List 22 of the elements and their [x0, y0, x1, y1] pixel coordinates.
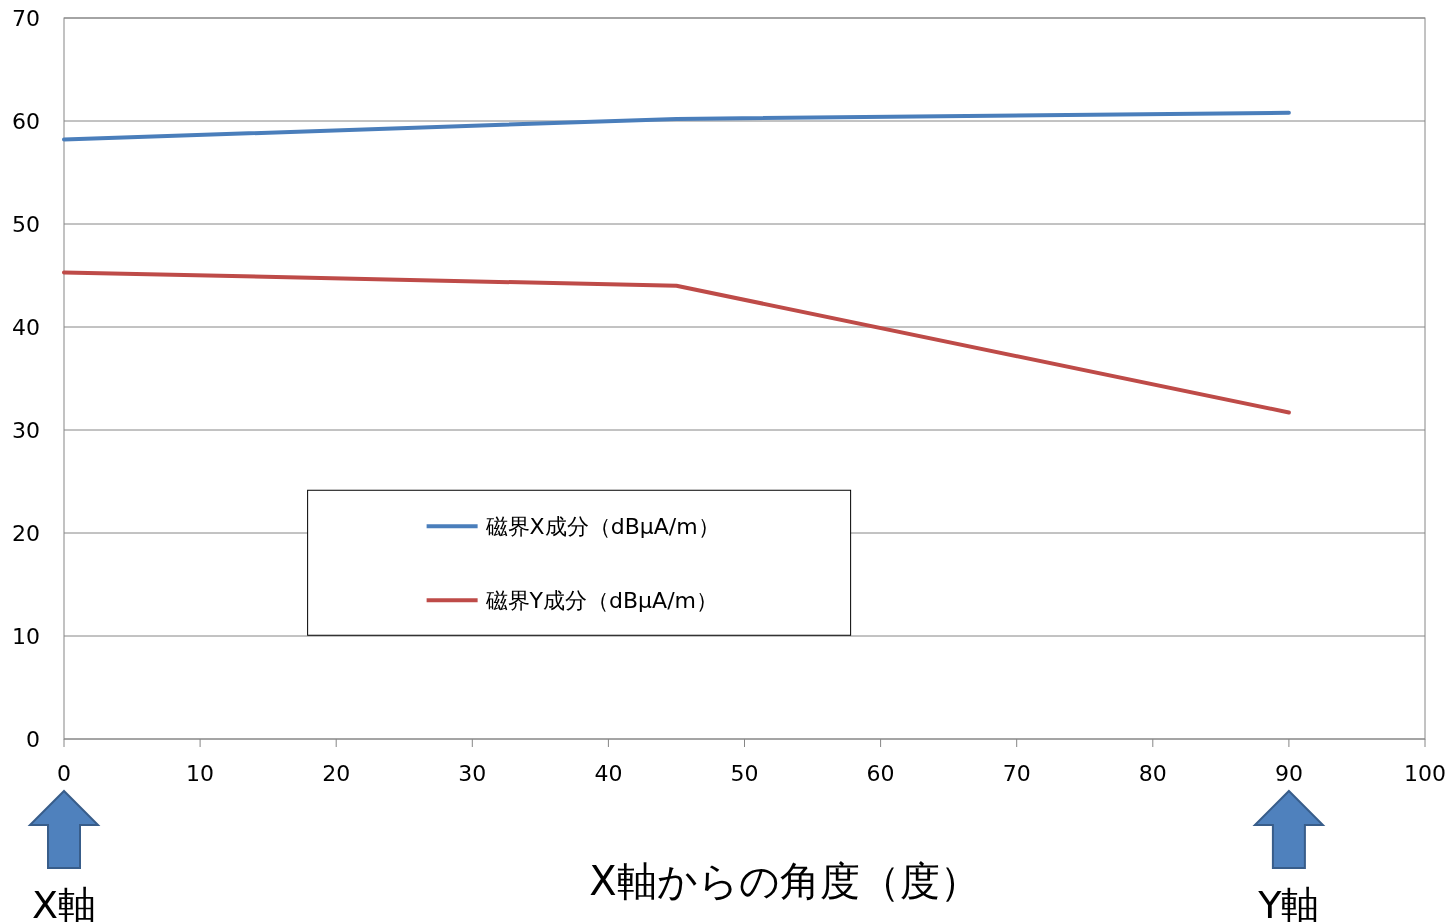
x-tick-label: 100 [1404, 761, 1446, 786]
y-tick-label: 40 [12, 315, 40, 340]
y-tick-label: 60 [12, 109, 40, 134]
x-tick-label: 20 [322, 761, 351, 786]
y-tick-label: 30 [12, 418, 40, 443]
x-tick-label: 70 [1002, 761, 1031, 786]
y-tick-label: 0 [26, 727, 40, 752]
x-tick-label: 60 [866, 761, 895, 786]
x-tick-label: 0 [57, 761, 71, 786]
y-tick-label: 20 [12, 521, 40, 546]
x-tick-label: 80 [1138, 761, 1167, 786]
x-tick-label: 90 [1274, 761, 1303, 786]
x-axis-title: X軸からの角度（度） [589, 858, 980, 904]
y-tick-label: 70 [12, 6, 40, 31]
y-tick-label: 10 [12, 624, 40, 649]
x-tick-label: 30 [458, 761, 487, 786]
legend-label: 磁界Y成分（dBμA/m） [484, 588, 719, 614]
x-tick-label: 50 [730, 761, 759, 786]
x-tick-label: 10 [186, 761, 215, 786]
x-tick-label: 40 [594, 761, 623, 786]
legend-label: 磁界X成分（dBμA/m） [484, 514, 720, 540]
y-tick-label: 50 [12, 212, 40, 237]
